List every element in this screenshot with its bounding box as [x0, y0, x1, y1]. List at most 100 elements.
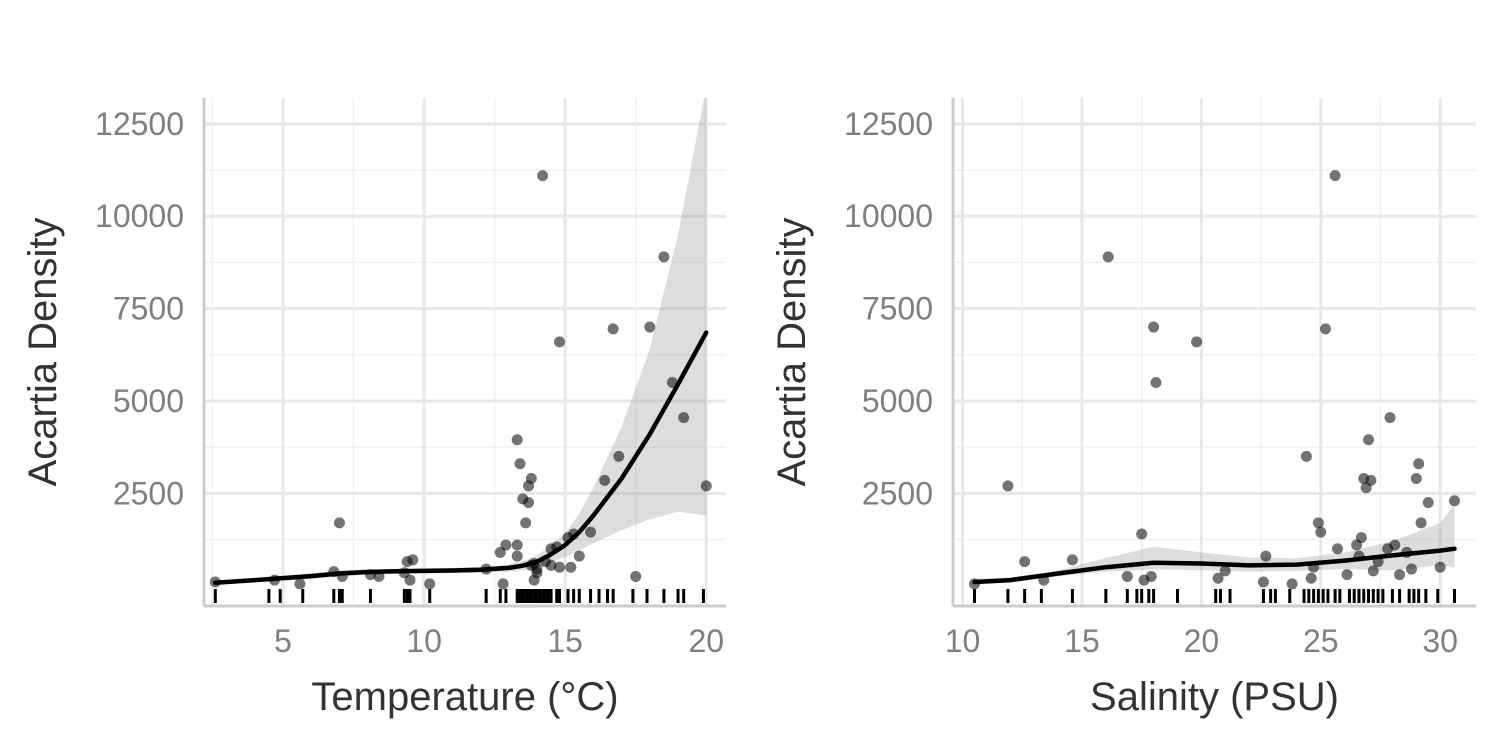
y-tick-label: 2500	[113, 475, 184, 511]
data-point	[1406, 563, 1418, 575]
panel-grid	[953, 98, 1476, 606]
data-point	[511, 539, 523, 551]
data-point	[404, 574, 416, 586]
y-tick-label: 2500	[862, 475, 933, 511]
temperature-panel: 5 10 15 20 2500 5000 7500 10000 12500 Temperatu…	[21, 98, 726, 719]
data-point	[294, 578, 306, 590]
data-point	[545, 559, 557, 571]
y-axis-title: Acartia Density	[21, 218, 65, 487]
data-point	[1136, 528, 1148, 540]
x-tick-label: 5	[274, 623, 292, 659]
y-tick-label: 10000	[844, 198, 933, 234]
data-point	[1002, 480, 1014, 492]
data-point	[531, 567, 543, 579]
data-point	[1260, 550, 1272, 562]
data-point	[599, 474, 611, 486]
salinity-panel: 10 15 20 25 30 2500 5000 7500 10000 12500 Salini…	[770, 98, 1476, 719]
y-tick-label: 12500	[95, 106, 184, 142]
y-tick-label: 12500	[844, 106, 933, 142]
data-point	[1434, 561, 1446, 573]
rug-layer	[972, 589, 1457, 603]
data-point	[1102, 251, 1114, 263]
data-point	[1286, 578, 1298, 590]
data-point	[573, 550, 585, 562]
data-point	[1329, 170, 1341, 182]
data-point	[1019, 556, 1031, 568]
data-point	[511, 434, 523, 446]
panel-grid	[204, 98, 726, 606]
y-axis-title: Acartia Density	[770, 218, 814, 487]
rug-layer	[213, 589, 705, 603]
data-point	[1422, 497, 1434, 509]
data-point	[607, 323, 619, 335]
x-tick-labels: 5 10 15 20	[274, 623, 724, 659]
data-point	[1410, 473, 1422, 485]
x-tick-labels: 10 15 20 25 30	[945, 623, 1458, 659]
y-tick-label: 5000	[113, 383, 184, 419]
data-point	[1257, 576, 1269, 588]
data-point	[1449, 495, 1461, 507]
smooth-line	[213, 330, 709, 585]
data-point	[424, 578, 436, 590]
data-point	[1331, 543, 1343, 555]
data-point	[700, 480, 712, 492]
data-point	[537, 170, 549, 182]
data-point	[407, 554, 419, 566]
data-point	[1212, 572, 1224, 584]
data-point	[1384, 412, 1396, 424]
data-point	[1341, 569, 1353, 581]
data-point	[500, 539, 512, 551]
data-point	[554, 561, 566, 573]
data-point	[514, 458, 526, 470]
smooth-line	[972, 546, 1457, 585]
data-point	[1355, 532, 1367, 544]
y-tick-label: 7500	[862, 291, 933, 327]
data-point	[1413, 458, 1425, 470]
x-tick-label: 10	[945, 623, 981, 659]
data-point	[520, 517, 532, 529]
data-point	[525, 473, 537, 485]
x-tick-label: 10	[406, 623, 442, 659]
data-point	[1367, 565, 1379, 577]
data-point	[333, 517, 345, 529]
confidence-ribbon	[974, 504, 1455, 585]
x-axis-title: Salinity (PSU)	[1090, 675, 1339, 719]
x-axis-title: Temperature (°C)	[311, 675, 618, 719]
data-point	[1320, 323, 1332, 335]
data-point	[1363, 434, 1375, 446]
data-point	[522, 497, 534, 509]
data-point	[1315, 526, 1327, 538]
data-point	[1394, 569, 1406, 581]
y-tick-labels: 2500 5000 7500 10000 12500	[844, 106, 933, 511]
points-layer	[968, 170, 1461, 590]
data-point	[1121, 570, 1133, 582]
data-point	[554, 336, 566, 348]
x-tick-label: 20	[1184, 623, 1220, 659]
data-point	[1305, 572, 1317, 584]
data-point	[585, 526, 597, 538]
data-point	[1191, 336, 1203, 348]
x-tick-label: 15	[547, 623, 583, 659]
data-point	[1415, 517, 1427, 529]
data-point	[1066, 554, 1078, 566]
y-tick-label: 7500	[113, 291, 184, 327]
data-point	[1219, 565, 1231, 577]
data-point	[630, 570, 642, 582]
data-point	[1145, 570, 1157, 582]
x-tick-label: 20	[688, 623, 724, 659]
data-point	[1300, 450, 1312, 462]
data-point	[678, 412, 690, 424]
data-point	[1148, 321, 1160, 333]
y-tick-label: 5000	[862, 383, 933, 419]
data-point	[497, 578, 509, 590]
x-tick-label: 15	[1064, 623, 1100, 659]
y-tick-label: 10000	[95, 198, 184, 234]
data-point	[511, 550, 523, 562]
data-point	[1389, 539, 1401, 551]
data-point	[1312, 517, 1324, 529]
data-point	[565, 561, 577, 573]
y-tick-labels: 2500 5000 7500 10000 12500	[95, 106, 184, 511]
data-point	[1150, 376, 1162, 388]
data-point	[1365, 474, 1377, 486]
